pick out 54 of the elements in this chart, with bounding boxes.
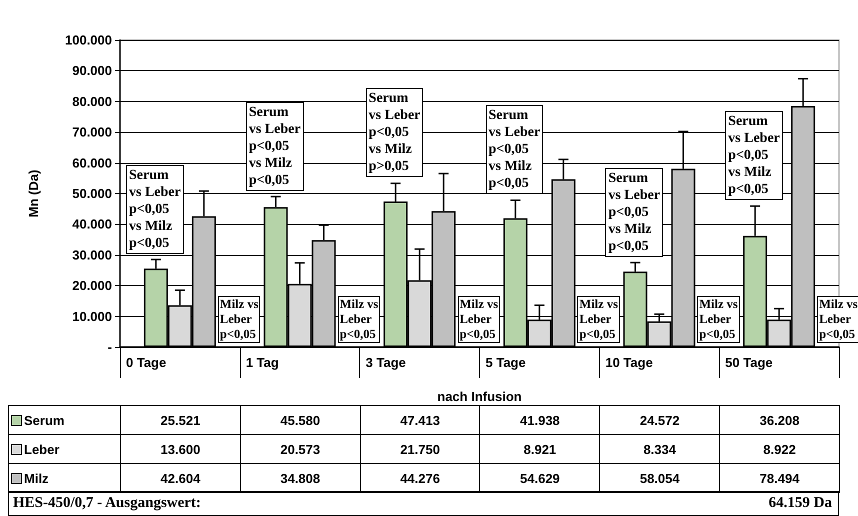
- data-label: 47.413: [360, 406, 480, 434]
- y-tick-label: 40.000: [72, 216, 112, 232]
- x-axis-title: nach Infusion: [437, 389, 522, 404]
- x-tick-label: 1 Tag: [246, 355, 279, 370]
- y-tick-label: 10.000: [72, 308, 112, 324]
- data-label: 45.580: [240, 406, 360, 434]
- data-label: 41.938: [480, 406, 600, 434]
- data-label: 54.629: [480, 464, 600, 492]
- x-tick-label: 50 Tage: [725, 355, 773, 370]
- data-label: 36.208: [720, 406, 840, 434]
- data-label: 8.334: [600, 434, 720, 464]
- data-label: 8.921: [480, 434, 600, 464]
- data-label: 25.521: [120, 406, 240, 434]
- data-label: 44.276: [360, 464, 480, 492]
- annotation: Milz vs Leber p<0,05: [817, 296, 858, 343]
- x-tick-label: 3 Tage: [366, 355, 406, 370]
- data-label: 78.494: [720, 464, 840, 492]
- annotation: Serum vs Leber p<0,05 vs Milz p>0,05: [366, 88, 424, 178]
- annotation: Serum vs Leber p<0,05 vs Milz p<0,05: [605, 168, 664, 257]
- annotation: Milz vs Leber p<0,05: [218, 296, 260, 343]
- x-tick-label: 10 Tage: [605, 355, 653, 370]
- y-tick-label: 30.000: [72, 247, 112, 262]
- data-label: 42.604: [120, 464, 240, 492]
- text: HES-450/0,7 - Ausgangswert:: [13, 495, 201, 512]
- annotation: Serum vs Leber p<0,05 vs Milz p<0,05: [486, 105, 544, 194]
- y-tick-label: 80.000: [72, 94, 112, 109]
- legend-label: Leber: [23, 442, 60, 456]
- y-tick-label: 100.000: [65, 32, 112, 48]
- y-axis-title: Mn (Da): [26, 170, 41, 218]
- y-tick-label: 50.000: [72, 186, 112, 201]
- x-tick-label: 0 Tage: [126, 355, 166, 370]
- text: 64.159 Da: [768, 495, 832, 512]
- y-tick-label: 70.000: [72, 124, 112, 140]
- x-tick-label: 5 Tage: [486, 355, 526, 370]
- legend-label: Serum: [23, 412, 66, 428]
- data-label: 21.750: [360, 434, 480, 464]
- data-label: 58.054: [600, 464, 720, 492]
- y-tick-label: -: [108, 340, 112, 354]
- y-tick-label: 20.000: [72, 278, 112, 294]
- data-label: 24.572: [600, 406, 720, 434]
- annotation: Milz vs Leber p<0,05: [458, 296, 500, 343]
- data-label: 34.808: [240, 464, 360, 492]
- annotation: Milz vs Leber p<0,05: [338, 296, 380, 343]
- annotation: Milz vs Leber p<0,05: [577, 296, 620, 343]
- data-label: 13.600: [120, 434, 240, 464]
- annotation: Serum vs Leber p<0,05 vs Milz p<0,05: [725, 111, 783, 200]
- data-label: 20.573: [240, 434, 360, 464]
- annotation: Milz vs Leber p<0,05: [697, 296, 740, 343]
- y-tick-label: 60.000: [72, 155, 112, 170]
- annotation: Serum vs Leber p<0,05 vs Milz p<0,05: [126, 164, 184, 254]
- legend-label: Milz: [23, 470, 50, 486]
- annotation: Serum vs Leber p<0,05 vs Milz p<0,05: [246, 102, 304, 191]
- data-label: 8.922: [720, 434, 840, 464]
- y-tick-label: 90.000: [72, 63, 112, 78]
